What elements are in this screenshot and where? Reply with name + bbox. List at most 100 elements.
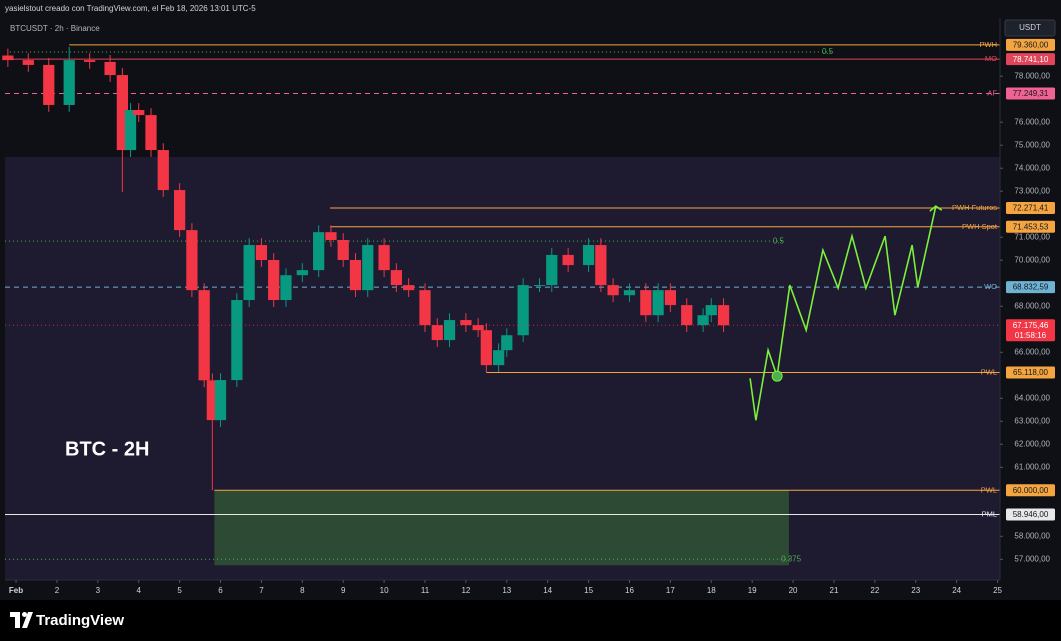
candle-body	[313, 232, 325, 271]
y-tick-label: 57.000,00	[1014, 554, 1050, 563]
candle-body	[214, 380, 227, 421]
fib-label: 0.5	[822, 47, 834, 56]
footer	[0, 600, 1061, 641]
x-tick-label: 21	[830, 586, 839, 595]
level-name: WO	[984, 282, 997, 291]
level-name: PWL	[981, 368, 997, 377]
price-axis	[1000, 18, 1061, 600]
y-tick-label: 68.000,00	[1014, 301, 1050, 310]
y-tick-label: 63.000,00	[1014, 416, 1050, 425]
candle-body	[104, 61, 116, 76]
plot-area: 0.5 0.5 0.375	[2, 44, 1000, 580]
level-value-box	[1006, 508, 1055, 521]
x-tick-label: 6	[218, 586, 223, 595]
candle-body	[133, 110, 145, 116]
candle-body	[349, 260, 362, 291]
candle-body	[390, 270, 402, 286]
level-value-box	[1006, 220, 1055, 233]
candle-body	[186, 230, 198, 291]
candle-body	[623, 290, 636, 296]
candle-body	[419, 290, 431, 326]
current-price-box	[1006, 319, 1055, 342]
level-value: 78.741,10	[1013, 55, 1049, 64]
candle-body	[664, 290, 677, 306]
level-value-box	[1006, 38, 1055, 51]
y-tick-label: 62.000,00	[1014, 439, 1050, 448]
projection-marker	[771, 370, 783, 382]
candle-body	[595, 245, 607, 286]
x-tick-label: 5	[177, 586, 182, 595]
candle-body	[472, 325, 484, 331]
candle-body	[640, 290, 652, 316]
x-tick-label: 12	[461, 586, 470, 595]
level-name: MO	[985, 54, 997, 63]
x-tick-label: 14	[543, 586, 552, 595]
candle-body	[681, 305, 693, 326]
candle-body	[546, 254, 558, 286]
countdown: 01:58:16	[1015, 331, 1047, 340]
level-value: 79.360,00	[1013, 41, 1049, 50]
header: yasielstout creado con TradingView.com, …	[5, 4, 256, 13]
level-name: AF	[987, 88, 997, 97]
level-value-box	[1006, 87, 1055, 100]
y-tick-label: 74.000,00	[1014, 163, 1050, 172]
candle-body	[43, 64, 55, 105]
candle-body	[325, 232, 337, 240]
candle-body	[607, 285, 619, 296]
candle-body	[480, 330, 492, 366]
y-tick-label: 73.000,00	[1014, 186, 1050, 195]
candle-body	[562, 254, 574, 266]
level-value: 68.832,59	[1013, 283, 1049, 292]
x-tick-label: 17	[666, 586, 675, 595]
candle-body	[443, 320, 456, 341]
y-tick-label: 61.000,00	[1014, 462, 1050, 471]
x-tick-label: 13	[502, 586, 511, 595]
candle-body	[174, 190, 186, 231]
x-tick-label: 22	[870, 586, 879, 595]
candle-body	[63, 60, 75, 105]
y-tick-label: 58.000,00	[1014, 531, 1050, 540]
x-tick-label: 18	[707, 586, 716, 595]
level-name: PWH	[980, 40, 998, 49]
candle-body	[337, 239, 349, 261]
y-tick-label: 66.000,00	[1014, 347, 1050, 356]
level-name: PWH Spot	[962, 222, 998, 231]
fib-label: 0.5	[773, 236, 785, 245]
current-price: 67.175,46	[1013, 321, 1049, 330]
brand: TradingView	[36, 612, 124, 629]
fib-label: 0.375	[781, 554, 802, 563]
x-tick-label: 20	[789, 586, 798, 595]
level-value-box	[1006, 366, 1055, 379]
candle-body	[362, 245, 374, 291]
candle-body	[492, 350, 505, 366]
currency-button[interactable]	[1004, 19, 1056, 37]
candle-body	[22, 60, 34, 65]
x-tick-label: 2	[55, 586, 60, 595]
axes: 57.000,00 58.000,00 61.000,00 62.000,00 63.0…	[9, 38, 1055, 595]
candle-body	[652, 290, 664, 316]
candle-body	[2, 55, 14, 61]
candle-body	[501, 335, 513, 351]
candle-body	[403, 285, 415, 291]
candle-body	[157, 150, 169, 191]
level-value: 77.249,31	[1013, 89, 1049, 98]
level-value: 65.118,00	[1013, 368, 1049, 377]
x-tick-label: 4	[137, 586, 142, 595]
y-tick-label: 75.000,00	[1014, 140, 1050, 149]
y-tick-label: 71.000,00	[1014, 232, 1050, 241]
candle-body	[582, 245, 595, 266]
x-tick-label: 8	[300, 586, 305, 595]
y-tick-label: 76.000,00	[1014, 117, 1050, 126]
candle-body	[717, 305, 730, 326]
candle-body	[145, 115, 157, 151]
level-value: 60.000,00	[1013, 486, 1049, 495]
candle-body	[280, 275, 292, 301]
projection-arrow	[929, 205, 943, 212]
y-tick-label: 64.000,00	[1014, 393, 1050, 402]
candle-body	[124, 110, 137, 151]
currency[interactable]: USDT	[1019, 23, 1041, 32]
level-value: 71.453,53	[1013, 222, 1049, 231]
level-value-box	[1006, 281, 1055, 294]
candle-body	[231, 300, 243, 381]
